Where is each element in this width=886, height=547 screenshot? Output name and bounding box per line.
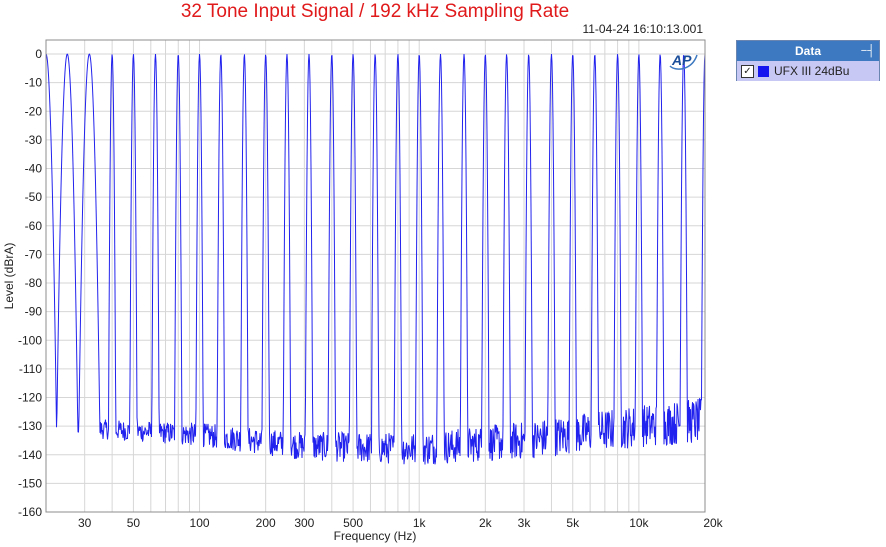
y-tick-labels: 0 -10 -20 -30 -40 -50 -60 -70 -80 -90 -100 -110 -120… bbox=[18, 47, 42, 519]
x-tick-label: 300 bbox=[294, 516, 314, 530]
y-tick-label: -90 bbox=[25, 305, 43, 319]
y-tick-label: -150 bbox=[18, 476, 42, 490]
y-tick-label: 0 bbox=[35, 47, 42, 61]
y-tick-label: -60 bbox=[25, 219, 43, 233]
y-tick-label: -80 bbox=[25, 276, 43, 290]
y-tick-label: -20 bbox=[25, 104, 43, 118]
x-tick-label: 30 bbox=[78, 516, 92, 530]
pin-icon[interactable]: −┤ bbox=[860, 45, 875, 57]
legend-item[interactable]: ✓ UFX III 24dBu bbox=[737, 61, 879, 81]
x-tick-label: 3k bbox=[518, 516, 532, 530]
legend-checkbox[interactable]: ✓ bbox=[741, 64, 754, 78]
x-tick-label: 100 bbox=[190, 516, 210, 530]
x-tick-label: 1k bbox=[413, 516, 427, 530]
legend-panel[interactable]: Data −┤ ✓ UFX III 24dBu bbox=[736, 40, 880, 81]
ap-logo: AP bbox=[669, 52, 698, 70]
x-tick-label: 200 bbox=[256, 516, 276, 530]
x-tick-label: 10k bbox=[629, 516, 649, 530]
x-tick-label: 500 bbox=[343, 516, 363, 530]
y-tick-label: -100 bbox=[18, 333, 42, 347]
x-tick-label: 5k bbox=[566, 516, 580, 530]
y-axis-title: Level (dBrA) bbox=[2, 243, 16, 310]
x-tick-label: 50 bbox=[127, 516, 141, 530]
y-tick-label: -120 bbox=[18, 391, 42, 405]
legend-color-swatch bbox=[758, 65, 769, 77]
y-tick-label: -160 bbox=[18, 505, 42, 519]
spectrum-trace bbox=[45, 53, 706, 465]
chart-title: 32 Tone Input Signal / 192 kHz Sampling … bbox=[180, 1, 570, 22]
timestamp: 11-04-24 16:10:13.001 bbox=[582, 22, 703, 36]
x-axis-title: Frequency (Hz) bbox=[334, 529, 417, 543]
y-tick-label: -40 bbox=[25, 162, 43, 176]
x-tick-label: 2k bbox=[479, 516, 493, 530]
plot-background bbox=[46, 40, 705, 512]
ap-logo-text: AP bbox=[671, 52, 692, 68]
y-tick-label: -130 bbox=[18, 419, 42, 433]
y-tick-label: -50 bbox=[25, 190, 43, 204]
trace-layer bbox=[45, 53, 706, 465]
y-tick-label: -10 bbox=[25, 76, 43, 90]
x-tick-labels: 30 50 100 200 300 500 1k 2k 3k 5k 10k 20k bbox=[78, 516, 724, 530]
legend-item-label: UFX III 24dBu bbox=[774, 64, 850, 78]
legend-header: Data −┤ bbox=[737, 41, 879, 61]
plot-border bbox=[45, 39, 706, 513]
y-tick-label: -140 bbox=[18, 448, 42, 462]
x-tick-label: 20k bbox=[703, 516, 723, 530]
y-tick-label: -70 bbox=[25, 247, 43, 261]
y-tick-label: -30 bbox=[25, 133, 43, 147]
y-tick-label: -110 bbox=[19, 362, 42, 376]
legend-title: Data bbox=[794, 44, 821, 58]
